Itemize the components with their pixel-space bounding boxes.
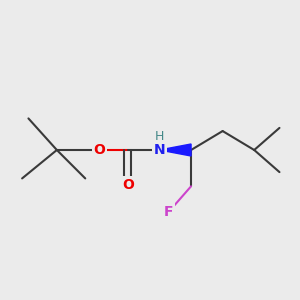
Polygon shape bbox=[160, 144, 191, 156]
Text: H: H bbox=[155, 130, 164, 143]
Text: F: F bbox=[164, 205, 174, 219]
Text: O: O bbox=[94, 143, 105, 157]
Text: O: O bbox=[122, 178, 134, 192]
Text: N: N bbox=[154, 143, 165, 157]
